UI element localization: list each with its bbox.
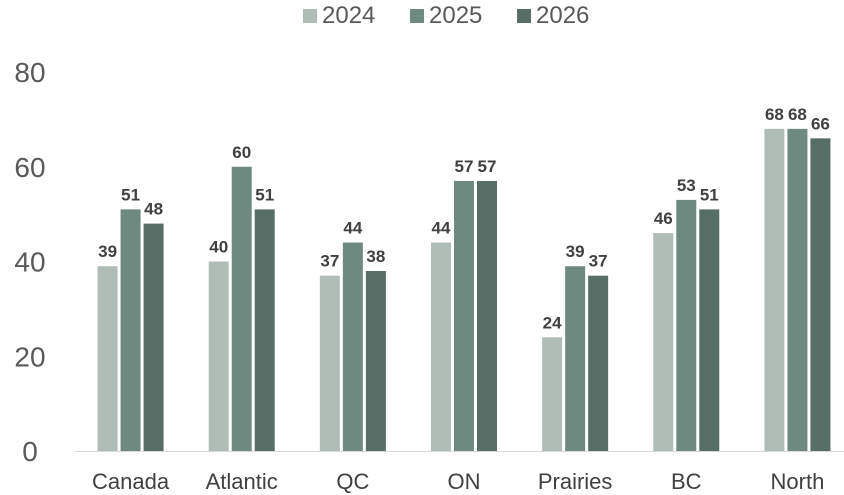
data-label-canada-2026: 48: [144, 200, 163, 219]
bar-prairies-2026: [588, 275, 609, 451]
x-tick-bc: BC: [671, 469, 702, 494]
data-label-bc-2026: 51: [700, 185, 719, 204]
data-label-atlantic-2026: 51: [255, 185, 274, 204]
bar-canada-2026: [143, 223, 164, 451]
data-label-on-2024: 44: [432, 219, 451, 238]
data-label-prairies-2024: 24: [543, 313, 562, 332]
bar-atlantic-2025: [231, 166, 252, 451]
data-label-on-2026: 57: [478, 157, 497, 176]
bars: [97, 128, 831, 451]
bar-on-2026: [477, 180, 497, 451]
bar-north-2026: [810, 138, 831, 451]
x-tick-prairies: Prairies: [538, 469, 613, 494]
data-label-atlantic-2025: 60: [232, 143, 251, 162]
bar-bc-2024: [653, 233, 674, 451]
data-label-qc-2026: 38: [366, 247, 385, 266]
bar-on-2025: [454, 180, 474, 451]
data-label-bc-2024: 46: [654, 209, 673, 228]
bar-atlantic-2026: [254, 209, 275, 451]
data-label-canada-2024: 39: [98, 242, 117, 261]
bar-qc-2024: [319, 275, 340, 451]
data-label-qc-2025: 44: [343, 219, 362, 238]
bar-north-2025: [787, 128, 808, 451]
x-tick-atlantic: Atlantic: [206, 469, 278, 494]
bar-prairies-2024: [542, 337, 563, 451]
y-tick-40: 40: [14, 247, 45, 278]
data-label-bc-2025: 53: [677, 176, 696, 195]
bar-north-2024: [764, 128, 785, 451]
data-label-on-2025: 57: [455, 157, 474, 176]
legend-swatch-2025: [410, 9, 424, 23]
data-label-prairies-2026: 37: [589, 252, 608, 271]
bar-atlantic-2024: [208, 261, 229, 451]
legend-label-2026: 2026: [536, 2, 589, 29]
bar-bc-2025: [676, 199, 697, 451]
data-label-atlantic-2024: 40: [209, 238, 228, 257]
x-tick-on: ON: [448, 469, 481, 494]
x-axis: Canada Atlantic QC ON Prairies BC North: [75, 451, 844, 494]
legend: 2024 2025 2026: [303, 2, 589, 29]
data-label-north-2024: 68: [765, 105, 784, 124]
y-tick-0: 0: [22, 436, 38, 467]
bar-canada-2024: [97, 266, 118, 451]
legend-swatch-2026: [517, 9, 531, 23]
data-label-prairies-2025: 39: [566, 242, 585, 261]
x-tick-canada: Canada: [92, 469, 170, 494]
y-axis: 0 20 40 60 80: [14, 57, 45, 467]
bar-prairies-2025: [565, 266, 586, 451]
data-label-north-2026: 66: [811, 114, 830, 133]
bar-qc-2025: [342, 242, 363, 451]
legend-label-2024: 2024: [322, 2, 375, 29]
data-label-canada-2025: 51: [121, 185, 140, 204]
data-label-north-2025: 68: [788, 105, 807, 124]
legend-label-2025: 2025: [429, 2, 482, 29]
y-tick-80: 80: [14, 57, 45, 88]
bar-on-2024: [431, 242, 451, 451]
bar-canada-2025: [120, 209, 141, 451]
bar-qc-2026: [365, 270, 386, 451]
x-tick-north: North: [771, 469, 825, 494]
y-tick-20: 20: [14, 341, 45, 372]
x-tick-qc: QC: [336, 469, 369, 494]
legend-swatch-2024: [303, 9, 317, 23]
data-label-qc-2024: 37: [320, 252, 339, 271]
bar-bc-2026: [699, 209, 720, 451]
y-tick-60: 60: [14, 152, 45, 183]
